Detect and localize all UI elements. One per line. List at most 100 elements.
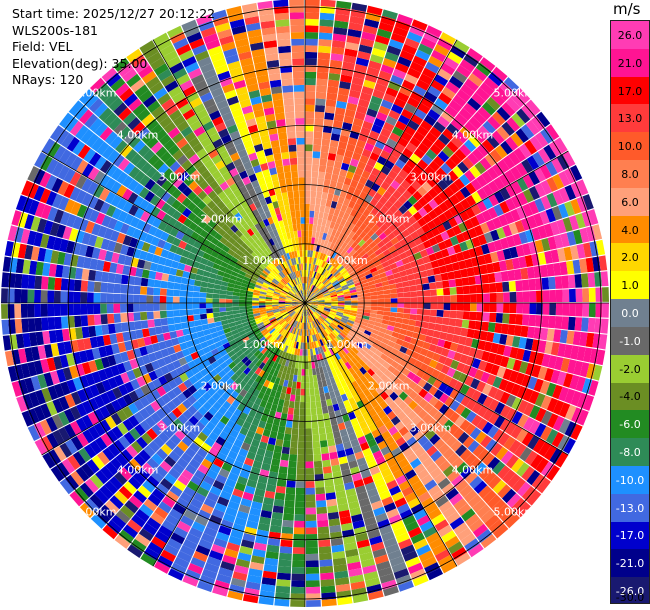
ppi-gate [336,147,346,156]
ppi-gate [581,273,589,288]
ppi-gate [298,335,302,343]
ppi-gate [181,277,189,285]
ppi-gate [323,292,330,296]
ppi-gate [94,270,103,282]
ppi-gate [554,234,564,249]
ppi-gate [345,488,357,497]
ppi-gate [310,401,317,409]
ppi-gate [417,102,431,115]
ppi-gate [199,313,208,320]
ppi-gate [358,359,366,367]
ppi-gate [378,424,388,435]
ppi-gate [40,290,48,303]
ppi-gate [313,312,319,319]
ppi-gate [219,303,226,308]
ppi-gate [475,284,484,294]
ppi-gate [462,364,472,375]
ppi-gate [381,579,397,590]
ppi-gate [296,328,300,336]
ppi-gate [315,493,326,501]
ppi-gate [295,501,305,508]
ppi-gate [232,488,244,498]
ppi-gate [407,215,417,225]
ppi-gate [570,182,583,198]
ppi-gate [313,287,319,294]
ppi-gate [571,407,583,423]
ppi-gate [344,303,352,306]
ppi-gate [355,485,367,495]
ppi-gate [469,216,480,228]
ppi-gate [384,420,395,431]
ppi-gate [509,347,519,359]
ppi-gate [173,289,181,297]
ppi-gate [256,529,269,538]
ppi-gate [330,309,337,314]
ppi-gate [474,225,484,237]
ppi-gate [356,414,365,424]
ppi-gate [419,363,429,372]
ppi-gate [114,323,123,333]
ppi-gate [372,548,387,559]
ppi-gate [559,261,568,276]
ppi-gate [377,186,387,196]
ppi-gate [422,457,434,469]
ppi-gate [381,261,390,268]
ppi-gate [306,573,320,581]
ppi-gate [390,74,404,86]
ppi-gate [363,380,372,389]
ppi-gate [398,114,411,126]
ppi-gate [311,305,318,308]
ppi-gate [441,482,455,495]
ppi-gate [378,105,391,116]
ppi-gate [352,423,362,433]
ppi-gate [410,532,425,545]
ppi-gate [437,295,444,303]
ppi-gate [365,523,379,533]
ppi-gate [324,270,330,278]
ppi-gate [292,560,305,568]
ppi-gate [527,215,538,229]
ppi-gate [429,467,443,479]
ppi-gate [482,383,493,396]
ppi-gate [462,230,472,241]
ppi-gate [319,25,333,34]
ppi-gate [373,506,386,517]
ppi-gate [582,288,590,302]
ppi-gate [453,178,465,190]
ppi-gate [496,126,510,141]
ppi-gate [379,490,391,501]
ppi-gate [383,93,396,104]
ppi-gate [54,277,62,291]
ppi-gate [398,204,408,215]
ppi-gate [307,322,310,330]
ppi-gate [537,148,551,164]
ppi-gate [510,132,524,147]
ppi-gate [562,289,570,303]
ppi-gate [413,509,428,521]
ppi-gate [166,296,173,303]
ppi-gate [355,532,369,542]
ppi-gate [285,420,293,428]
ppi-gate [334,230,341,239]
ppi-gate [233,438,244,448]
ppi-gate [486,96,501,111]
ppi-gate [482,120,496,135]
ppi-gate [409,425,420,437]
ppi-gate [346,102,358,112]
ppi-gate [429,309,437,317]
ppi-gate [309,375,314,383]
ppi-gate [359,552,374,562]
ppi-gate [311,304,319,306]
ppi-gate [338,358,345,366]
ppi-gate [466,398,477,411]
ppi-gate [471,203,482,216]
ppi-gate [416,514,431,527]
ppi-gate [315,91,327,100]
ppi-gate [199,303,206,309]
ppi-gate [348,411,357,421]
ppi-gate [369,313,377,318]
ppi-gate [299,355,303,363]
ppi-gate [252,494,264,504]
ppi-gate [153,318,162,327]
ppi-gate [323,309,331,313]
